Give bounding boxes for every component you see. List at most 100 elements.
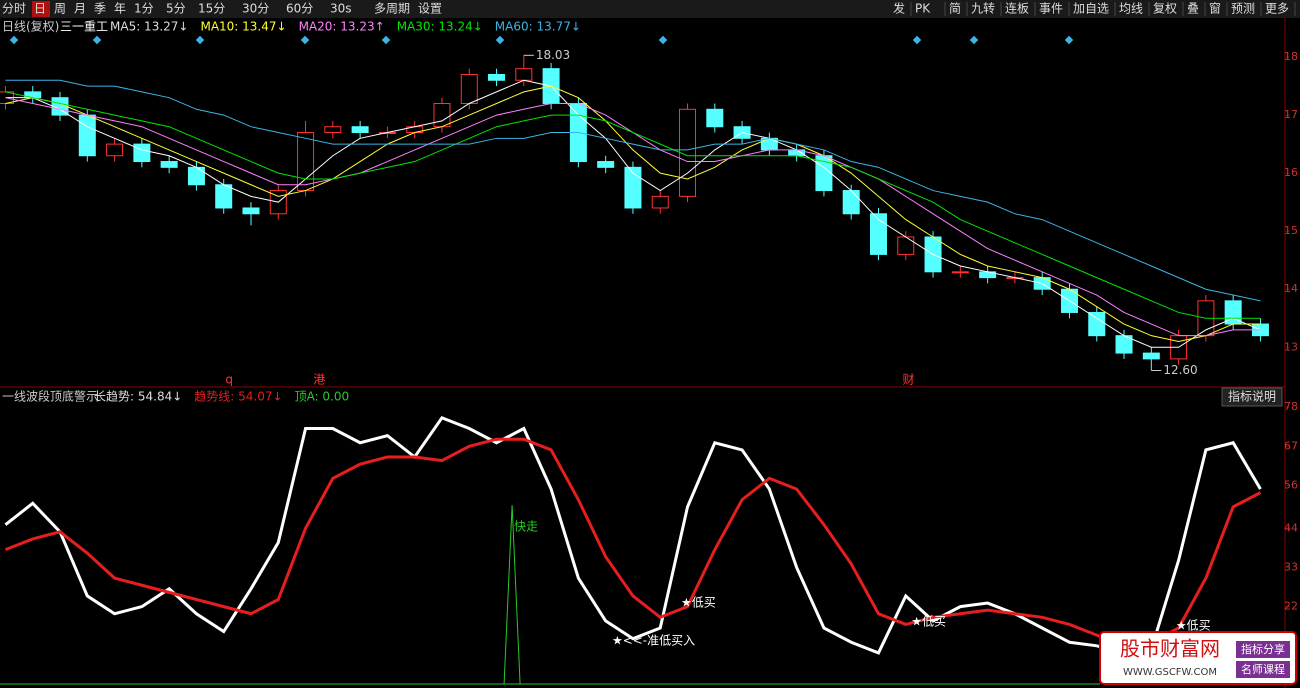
toolbar-bg <box>0 0 1300 18</box>
watermark-title: 股市财富网 <box>1120 637 1220 661</box>
toolbar-button[interactable]: 更多 <box>1265 2 1289 16</box>
y-tick-label: 16 <box>1284 166 1298 179</box>
series-line <box>5 91 1261 319</box>
info-marker <box>912 35 922 45</box>
info-marker <box>495 35 505 45</box>
legend-entry: MA20: 13.23↑ <box>299 20 385 34</box>
toolbar-button[interactable]: 日 <box>34 2 46 16</box>
toolbar-button[interactable]: 60分 <box>286 2 313 16</box>
y-tick-label: 44 <box>1284 521 1298 534</box>
candle-body <box>1088 311 1106 337</box>
toolbar-button[interactable]: 多周期 <box>374 2 410 16</box>
toolbar-button[interactable]: 复权 <box>1153 2 1177 16</box>
toolbar-button[interactable]: PK <box>915 2 931 16</box>
y-tick-label: 17 <box>1284 108 1298 121</box>
toolbar-button[interactable]: 分时 <box>2 2 26 16</box>
event-marker: q <box>225 373 233 387</box>
toolbar-button[interactable]: 叠 <box>1187 2 1199 16</box>
legend-entry: MA10: 13.47↓ <box>200 20 286 34</box>
tab-active <box>32 1 50 17</box>
chart-title: 日线(复权) <box>2 20 59 34</box>
toolbar-button[interactable]: 设置 <box>418 2 442 16</box>
y-tick-label: 78 <box>1284 400 1298 413</box>
signal-spike <box>503 505 521 685</box>
y-tick-label: 18 <box>1284 50 1298 63</box>
series-line <box>5 85 1261 342</box>
tag: 名师课程 <box>1241 662 1285 676</box>
event-marker: 港 <box>313 373 325 387</box>
candle-body <box>1142 352 1160 360</box>
legend-entry: MA60: 13.77↓ <box>495 20 581 34</box>
y-tick-label: 14 <box>1284 282 1298 295</box>
candle-body <box>78 114 96 157</box>
signal-label: ★<<-准低买入 <box>612 633 695 647</box>
info-marker <box>92 35 102 45</box>
toolbar-button[interactable]: 30s <box>330 2 352 16</box>
toolbar-button[interactable]: 发 <box>893 1 905 16</box>
watermark-url: WWW.GSCFW.COM <box>1123 667 1217 678</box>
toolbar-button[interactable]: 年 <box>114 2 126 16</box>
toolbar-button[interactable]: 30分 <box>242 2 269 16</box>
candle-body <box>351 126 369 134</box>
candle-body <box>215 184 233 209</box>
toolbar-button[interactable]: 预测 <box>1231 2 1255 16</box>
info-marker <box>300 35 310 45</box>
toolbar-button[interactable]: 简 <box>949 2 961 16</box>
candle-body <box>869 213 887 255</box>
series-line <box>5 79 1261 302</box>
toolbar-button[interactable]: 连板 <box>1005 1 1029 16</box>
watermark: 股市财富网 WWW.GSCFW.COM 指标分享 名师课程 <box>1099 631 1297 685</box>
toolbar-button[interactable]: 均线 <box>1119 2 1143 16</box>
candle-body <box>897 236 915 255</box>
candle-body <box>815 155 833 192</box>
toolbar-button[interactable]: 九转 <box>971 1 995 16</box>
info-marker <box>658 35 668 45</box>
candle-body <box>597 161 615 168</box>
tag-bg <box>1236 641 1290 658</box>
tag-bg <box>1236 661 1290 678</box>
candle-body <box>160 161 178 168</box>
y-tick-label: 67 <box>1284 439 1298 452</box>
indicator-title: 一线波段顶底警示 <box>2 389 98 404</box>
candle-body <box>842 190 860 215</box>
info-marker <box>1064 35 1074 45</box>
toolbar-button[interactable]: 1分 <box>134 2 154 16</box>
candle-body <box>651 195 669 209</box>
legend-entry: 长趋势: 54.84↓ <box>94 390 182 404</box>
toolbar-button[interactable]: 季 <box>94 2 106 16</box>
toolbar-button[interactable]: 事件 <box>1039 2 1063 16</box>
candle-body <box>624 166 642 209</box>
candle-body <box>324 126 342 134</box>
candle-body <box>433 102 451 128</box>
stock-name: 三一重工 <box>60 20 108 34</box>
series-line <box>4 415 1262 655</box>
toolbar-button[interactable]: 加自选 <box>1073 2 1109 16</box>
y-tick-label: 22 <box>1284 600 1298 613</box>
toolbar-button[interactable]: 周 <box>54 2 66 16</box>
series-line <box>5 79 1261 348</box>
candle-body <box>106 143 124 157</box>
toolbar-button[interactable]: 月 <box>74 2 86 16</box>
candle-body <box>187 166 205 186</box>
event-marker: 财 <box>902 373 914 387</box>
candle-body <box>760 137 778 151</box>
signal-label: ★低买 <box>1176 618 1211 632</box>
y-tick-label: 13 <box>1284 340 1298 353</box>
signal-label: ★低买 <box>911 614 946 628</box>
candle-body <box>460 73 478 104</box>
series-line <box>4 437 1262 648</box>
toolbar-button[interactable]: 窗 <box>1209 2 1221 16</box>
y-tick-label: 33 <box>1284 560 1298 573</box>
signal-label: ★低买 <box>681 596 716 610</box>
tag: 指标分享 <box>1241 642 1285 656</box>
toolbar-button[interactable]: 15分 <box>198 2 225 16</box>
toolbar-button[interactable]: 5分 <box>166 2 186 16</box>
candle-body <box>515 68 533 81</box>
help-button[interactable] <box>1221 387 1283 407</box>
legend-entry: 顶A: 0.00 <box>295 390 350 404</box>
candle-body <box>951 271 969 274</box>
help-button-label[interactable]: 指标说明 <box>1228 389 1276 404</box>
info-marker <box>9 35 19 45</box>
